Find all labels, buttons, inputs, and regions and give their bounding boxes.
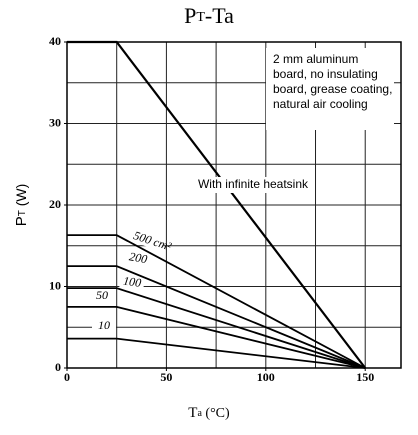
note-line: board, grease coating, <box>273 82 392 96</box>
chart-title-part: T <box>196 10 205 25</box>
y-tick-label: 30 <box>49 115 61 129</box>
y-tick-label: 20 <box>49 197 61 211</box>
series-label: 50 <box>96 288 108 302</box>
note-line: natural air cooling <box>273 97 368 111</box>
series-line <box>67 234 366 369</box>
x-tick-label: 100 <box>257 370 275 384</box>
label-bg <box>138 232 166 252</box>
y-tick-label: 10 <box>49 278 61 292</box>
label-bg <box>125 251 151 267</box>
x-tick-label: 150 <box>356 370 374 384</box>
y-axis-title: PT (W) <box>13 184 30 227</box>
chart-title: PT-Ta <box>184 3 234 28</box>
x-axis-title-part: a <box>197 408 202 419</box>
series-label: 200 <box>128 249 148 266</box>
label-bg <box>90 290 114 302</box>
label-bg <box>92 320 116 332</box>
series-line <box>67 337 366 369</box>
series-label: 100 <box>122 274 142 290</box>
series-line <box>67 40 367 369</box>
chart-title-part: -Ta <box>205 3 234 28</box>
x-tick-label: 0 <box>64 370 70 384</box>
series-line <box>67 265 366 369</box>
y-axis-title-part: (W) <box>13 184 29 210</box>
note-line: board, no insulating <box>273 67 378 81</box>
chart-title-part: P <box>184 3 196 28</box>
y-axis-title-part: T <box>17 210 28 216</box>
series-label: 10 <box>98 318 110 332</box>
y-axis-title-part: P <box>13 216 30 226</box>
y-tick-label: 0 <box>55 360 61 374</box>
label-bg <box>119 275 145 291</box>
x-axis-title-part: (°C) <box>202 406 230 421</box>
series-line <box>67 287 366 369</box>
x-axis-title-part: T <box>188 405 197 421</box>
x-tick-label: 50 <box>160 370 172 384</box>
x-axis-title: Ta (°C) <box>188 405 230 421</box>
label-bg <box>191 177 315 193</box>
y-tick-label: 40 <box>49 34 61 48</box>
note-line: 2 mm aluminum <box>273 52 358 66</box>
series-label: With infinite heatsink <box>198 177 309 191</box>
series-line <box>67 305 366 369</box>
note-bg <box>266 48 394 130</box>
